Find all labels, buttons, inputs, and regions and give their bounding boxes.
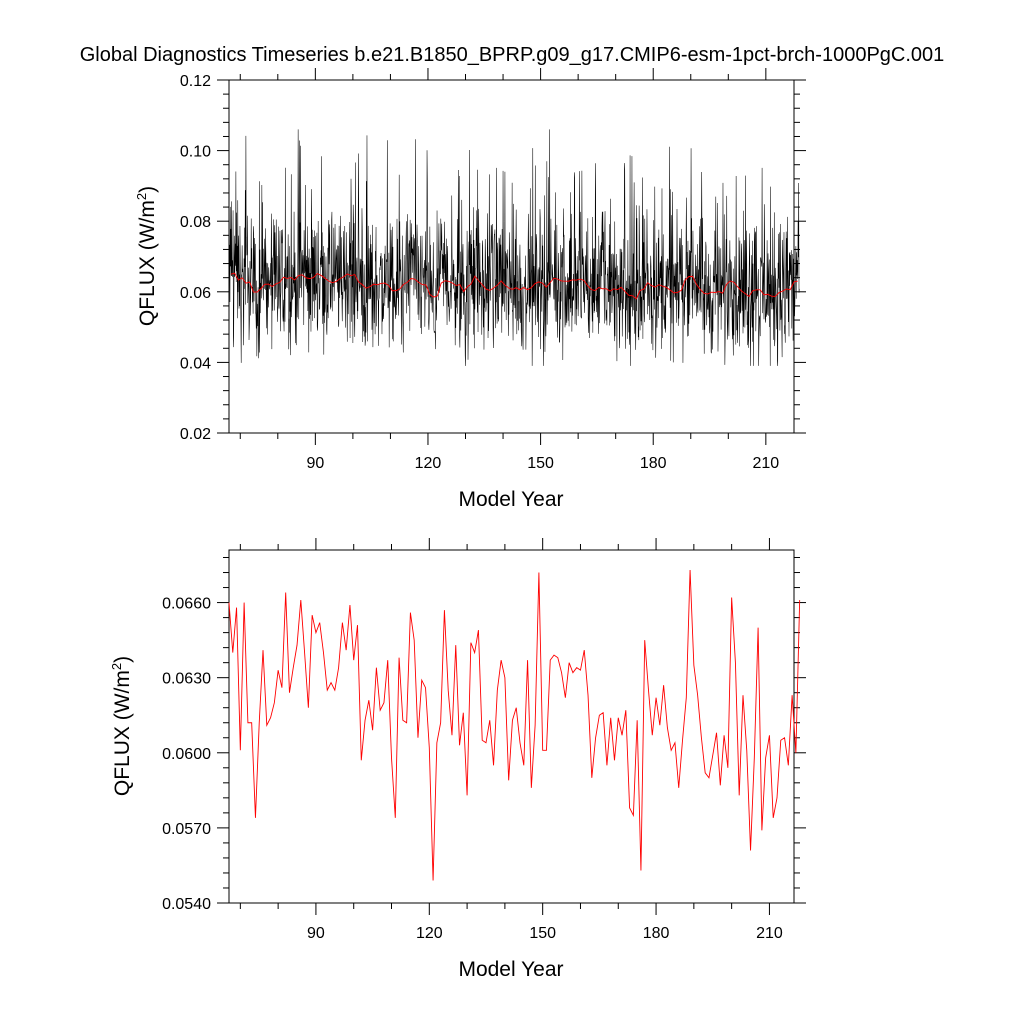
bottom-panel-frame xyxy=(228,549,795,904)
x-tick-label: 90 xyxy=(306,455,324,472)
y-tick-label: 0.04 xyxy=(180,355,211,372)
bottom-ylabel: QFLUX (W/m2) xyxy=(109,656,134,796)
x-tick-label: 150 xyxy=(529,925,556,942)
annual-mean-series xyxy=(228,570,801,881)
page-title: Global Diagnostics Timeseries b.e21.B185… xyxy=(79,44,945,66)
y-tick-label: 0.06 xyxy=(180,285,211,302)
bottom-xlabel: Model Year xyxy=(458,958,563,981)
top-xlabel: Model Year xyxy=(458,488,563,511)
y-tick-label: 0.0600 xyxy=(162,746,211,763)
y-tick-label: 0.02 xyxy=(180,426,211,443)
x-tick-label: 150 xyxy=(527,455,554,472)
running-mean-series xyxy=(230,272,798,300)
x-tick-label: 210 xyxy=(752,455,779,472)
x-tick-label: 90 xyxy=(307,925,325,942)
y-tick-label: 0.0540 xyxy=(162,896,211,913)
y-tick-label: 0.12 xyxy=(180,73,211,90)
x-tick-label: 120 xyxy=(415,455,442,472)
x-tick-label: 180 xyxy=(640,455,667,472)
y-tick-label: 0.0630 xyxy=(162,671,211,688)
monthly-series xyxy=(228,129,800,366)
x-tick-label: 180 xyxy=(643,925,670,942)
x-tick-label: 210 xyxy=(756,925,783,942)
y-tick-label: 0.0570 xyxy=(162,821,211,838)
x-tick-label: 120 xyxy=(416,925,443,942)
y-tick-label: 0.10 xyxy=(180,144,211,161)
top-ylabel: QFLUX (W/m2) xyxy=(134,186,159,326)
y-tick-label: 0.08 xyxy=(180,214,211,231)
y-tick-label: 0.0660 xyxy=(162,596,211,613)
